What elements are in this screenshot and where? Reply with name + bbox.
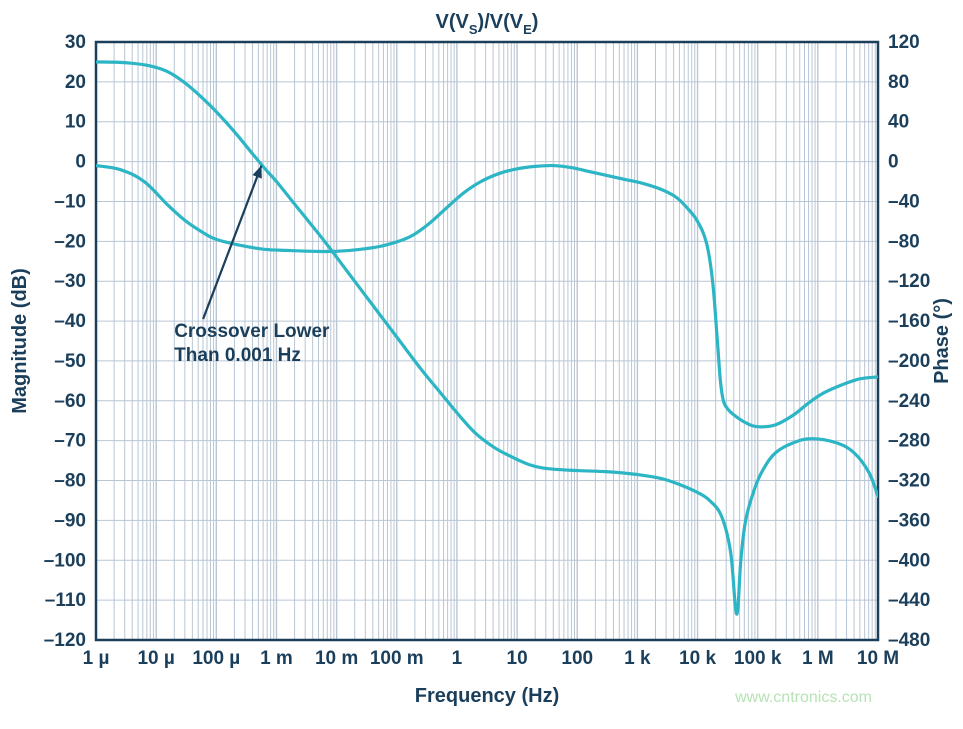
xtick: 100 xyxy=(561,648,593,669)
ytick-right: –120 xyxy=(888,271,930,292)
ytick-left: 10 xyxy=(65,112,86,133)
chart-title: V(VS)/V(VE) xyxy=(436,11,539,37)
annotation-line2: Than 0.001 Hz xyxy=(174,345,301,366)
xtick: 1 m xyxy=(260,648,293,669)
xtick: 1 k xyxy=(624,648,651,669)
xtick: 10 xyxy=(507,648,528,669)
annotation-line1: Crossover Lower xyxy=(174,321,330,342)
ytick-left: –60 xyxy=(54,391,86,412)
xtick: 10 k xyxy=(679,648,716,669)
ytick-right: 40 xyxy=(888,112,909,133)
ytick-left: 30 xyxy=(65,32,86,53)
xtick: 10 m xyxy=(315,648,358,669)
ytick-right: –160 xyxy=(888,311,930,332)
chart-svg: V(VS)/V(VE)3020100–10–20–30–40–50–60–70–… xyxy=(0,0,963,729)
bode-chart: V(VS)/V(VE)3020100–10–20–30–40–50–60–70–… xyxy=(0,0,963,729)
ytick-right: –320 xyxy=(888,471,930,492)
xtick: 1 µ xyxy=(83,648,110,669)
ytick-left: –70 xyxy=(54,431,86,452)
ytick-left: –80 xyxy=(54,471,86,492)
ytick-left: –40 xyxy=(54,311,86,332)
ytick-right: –40 xyxy=(888,191,920,212)
watermark: www.cntronics.com xyxy=(734,689,872,706)
ytick-right: –440 xyxy=(888,590,930,611)
ytick-left: 0 xyxy=(75,152,86,173)
ytick-left: –10 xyxy=(54,191,86,212)
ytick-left: –110 xyxy=(45,590,86,611)
ytick-right: –360 xyxy=(888,510,930,531)
ytick-right: –200 xyxy=(888,351,930,372)
ytick-left: –20 xyxy=(54,231,86,252)
ytick-right: 0 xyxy=(888,152,899,173)
y-axis-label-left: Magnitude (dB) xyxy=(9,268,31,414)
xtick: 1 xyxy=(452,648,463,669)
ytick-left: –100 xyxy=(44,550,86,571)
ytick-left: 20 xyxy=(65,72,86,93)
xtick: 100 µ xyxy=(192,648,240,669)
x-axis-label: Frequency (Hz) xyxy=(415,685,559,707)
ytick-right: 120 xyxy=(888,32,920,53)
ytick-left: –50 xyxy=(54,351,86,372)
xtick: 100 m xyxy=(370,648,424,669)
xtick: 10 M xyxy=(857,648,899,669)
ytick-right: –80 xyxy=(888,231,920,252)
y-axis-label-right: Phase (°) xyxy=(931,298,953,384)
xtick: 100 k xyxy=(734,648,782,669)
ytick-right: –280 xyxy=(888,431,930,452)
ytick-left: –120 xyxy=(44,630,86,651)
ytick-left: –30 xyxy=(54,271,86,292)
xtick: 10 µ xyxy=(137,648,174,669)
ytick-left: –90 xyxy=(54,510,86,531)
ytick-right: 80 xyxy=(888,72,909,93)
ytick-right: –240 xyxy=(888,391,930,412)
xtick: 1 M xyxy=(802,648,834,669)
ytick-right: –400 xyxy=(888,550,930,571)
